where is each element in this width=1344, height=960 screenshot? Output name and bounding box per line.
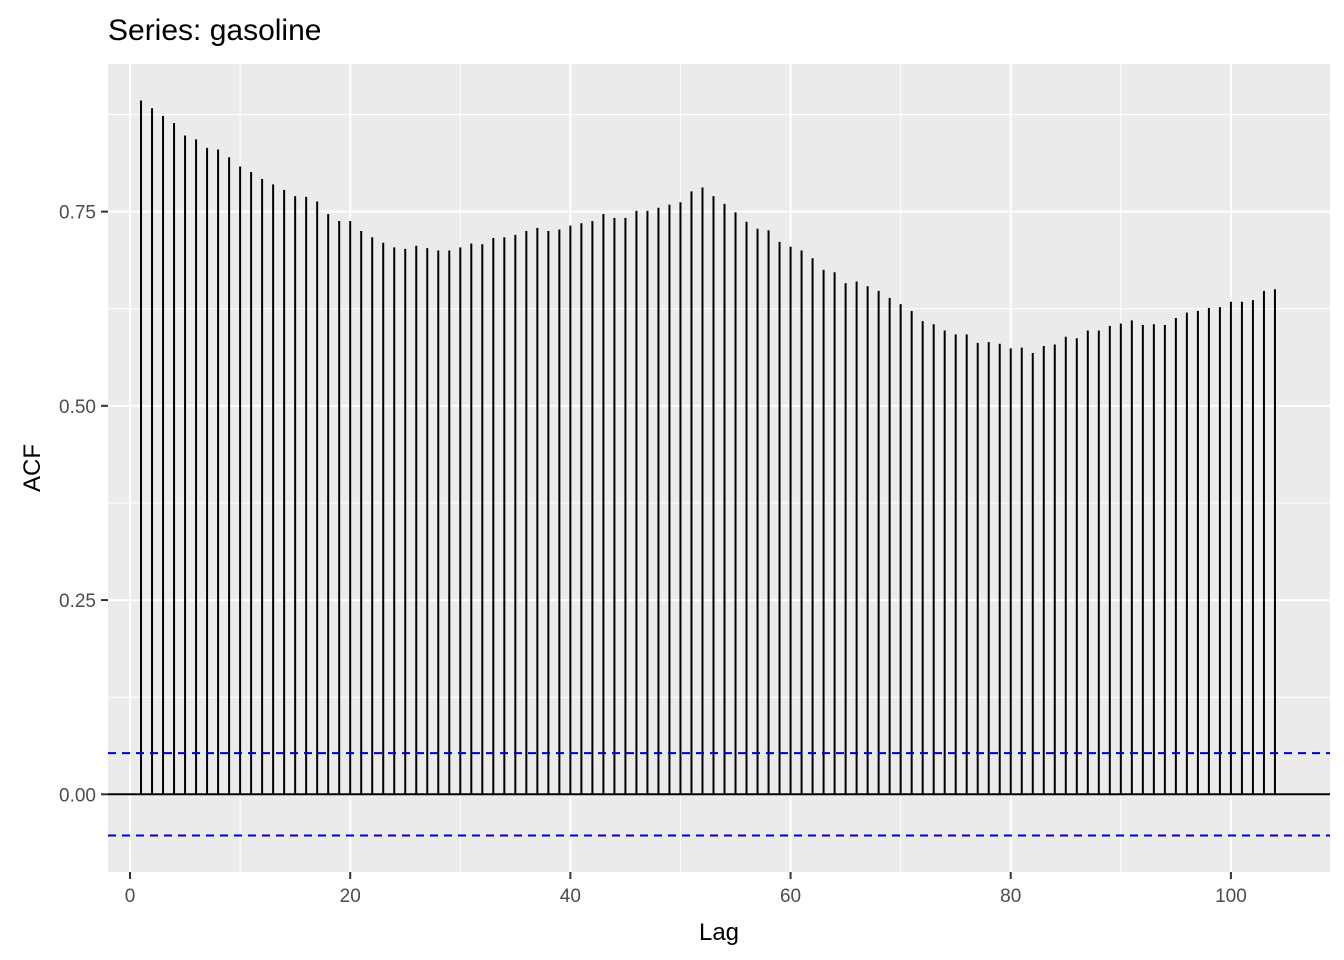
x-tick-label: 0 <box>125 886 136 907</box>
acf-bars <box>108 100 1330 796</box>
x-tick-label: 20 <box>340 886 361 907</box>
y-tick-label: 0.25 <box>59 591 96 612</box>
plot-panel <box>108 64 1330 872</box>
confidence-bounds <box>108 752 1330 837</box>
x-tick-label: 60 <box>780 886 801 907</box>
x-tick-labels: 0 20 40 60 80 100 <box>125 886 1247 907</box>
chart-title: Series: gasoline <box>108 14 321 47</box>
x-axis-title: Lag <box>699 919 739 946</box>
axis-ticks <box>101 210 1232 879</box>
y-tick-label: 0.50 <box>59 397 96 418</box>
y-axis-title: ACF <box>19 444 46 492</box>
y-tick-labels: 0.00 0.25 0.50 0.75 <box>59 203 96 807</box>
y-tick-label: 0.75 <box>59 203 96 224</box>
x-tick-label: 100 <box>1215 886 1247 907</box>
x-tick-label: 40 <box>560 886 581 907</box>
y-tick-label: 0.00 <box>59 785 96 806</box>
x-tick-label: 80 <box>1000 886 1021 907</box>
